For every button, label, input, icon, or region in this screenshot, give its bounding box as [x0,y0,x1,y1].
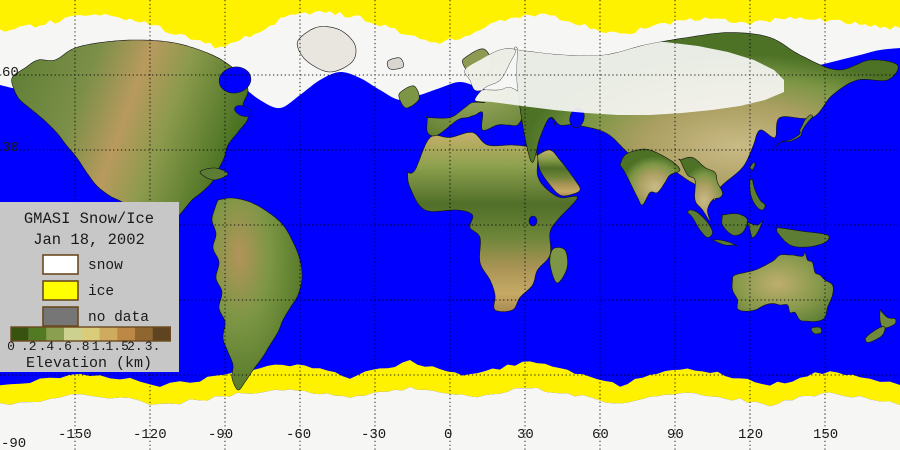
svg-text:.4: .4 [39,339,55,354]
svg-text:2.: 2. [127,339,143,354]
svg-text:-150: -150 [58,427,92,443]
svg-text:30: 30 [2,140,19,156]
svg-text:-90: -90 [1,436,26,450]
svg-text:60: 60 [2,65,19,81]
svg-text:-60: -60 [286,427,311,443]
svg-text:90: 90 [667,427,684,443]
svg-text:3.: 3. [145,339,161,354]
svg-text:snow: snow [88,258,123,274]
svg-text:120: 120 [738,427,763,443]
svg-text:ice: ice [88,284,114,300]
svg-text:Jan 18, 2002: Jan 18, 2002 [33,231,145,249]
svg-text:150: 150 [813,427,838,443]
svg-text:0: 0 [444,427,452,443]
svg-text:-120: -120 [133,427,167,443]
svg-text:GMASI Snow/Ice: GMASI Snow/Ice [24,210,154,228]
svg-text:.6: .6 [56,339,72,354]
svg-text:.8: .8 [74,339,90,354]
svg-text:Elevation (km): Elevation (km) [26,355,152,372]
svg-text:no data: no data [88,310,149,326]
svg-text:60: 60 [592,427,609,443]
svg-text:30: 30 [517,427,534,443]
svg-text:0: 0 [7,339,15,354]
svg-text:.2: .2 [21,339,37,354]
svg-text:1.5: 1.5 [105,339,128,354]
svg-text:-30: -30 [361,427,386,443]
svg-text:-90: -90 [208,427,233,443]
